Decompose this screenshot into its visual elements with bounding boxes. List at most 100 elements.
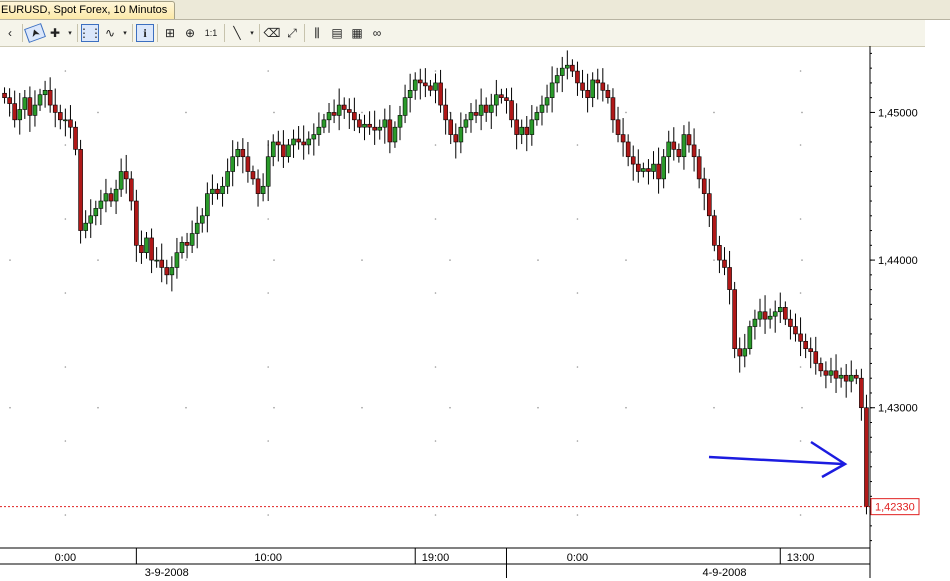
x-time-label: 13:00: [787, 552, 815, 564]
candle-body: [250, 171, 256, 180]
candle-body: [478, 104, 484, 116]
candle-body: [630, 156, 636, 165]
x-date-label: 3-9-2008: [145, 567, 189, 578]
candle-body: [68, 119, 73, 128]
price-chart: 1,45000 1,44000 1,43000 1,42330 0:00 10:00 19:…: [0, 46, 920, 579]
line-tool-icon[interactable]: ╲: [233, 26, 241, 40]
indicator-icon[interactable]: ∿: [104, 26, 116, 40]
candle-body: [559, 67, 565, 76]
grid-dot: [625, 259, 627, 261]
candle-body: [570, 64, 575, 72]
candle-body: [412, 79, 418, 91]
properties-icon[interactable]: ▤: [331, 26, 343, 40]
templates-icon[interactable]: ▦: [351, 26, 363, 40]
y-tick-label: 1,44000: [878, 255, 918, 267]
candle-body: [443, 104, 448, 121]
candle-body: [433, 82, 438, 91]
candle-body: [854, 374, 859, 379]
grid-dot: [267, 514, 269, 516]
candle-body: [615, 119, 621, 135]
candle-body: [230, 156, 235, 172]
grid-dot: [434, 292, 437, 294]
candle-body: [98, 200, 104, 209]
zoom-box-icon[interactable]: ⊞: [164, 26, 176, 40]
dropdown-arrow-icon[interactable]: ▾: [68, 30, 72, 37]
grid-dot: [267, 70, 269, 72]
zoom-icon[interactable]: ⊕: [184, 26, 196, 40]
candle-body: [428, 85, 433, 91]
candle-body: [793, 326, 798, 335]
candle-body: [402, 97, 408, 116]
candle-body: [595, 79, 601, 84]
grid-dot: [799, 366, 802, 368]
candle-body: [828, 370, 834, 376]
candle-body: [671, 141, 677, 150]
candle-body: [347, 109, 352, 113]
grid-dot: [799, 144, 802, 146]
y-tick-label: 1,45000: [878, 107, 918, 119]
candle-body: [194, 222, 200, 234]
chart-tab[interactable]: EURUSD, Spot Forex, 10 Minutos: [0, 1, 176, 19]
dropdown-arrow-icon[interactable]: ▾: [123, 30, 127, 37]
candle-body: [666, 141, 672, 158]
grid-dot: [361, 259, 363, 261]
candles-icon[interactable]: ⫼: [314, 25, 320, 40]
grid-dot: [97, 111, 99, 114]
candle-body: [767, 315, 773, 320]
autoscale-icon[interactable]: ⤢: [287, 25, 297, 40]
grid-dot: [267, 218, 269, 220]
grid-dot: [64, 440, 67, 442]
candle-body: [651, 163, 656, 172]
crosshair-icon[interactable]: ✚: [49, 26, 61, 40]
grid-dot: [576, 292, 579, 294]
candle-body: [777, 307, 783, 313]
candle-body: [291, 138, 296, 146]
one-to-one-icon[interactable]: 1:1: [204, 28, 218, 38]
candle-body: [681, 134, 687, 158]
grid-dot: [273, 406, 275, 409]
candle-body: [488, 104, 494, 113]
candle-body: [321, 119, 327, 128]
candle-body: [625, 141, 631, 158]
candle-body: [610, 97, 616, 121]
candle-body: [818, 363, 824, 372]
grid-dot: [9, 406, 11, 409]
link-icon[interactable]: ∞: [372, 26, 382, 40]
toolbar-separator: [157, 24, 158, 42]
info-icon[interactable]: i: [136, 24, 154, 42]
candle-body: [367, 123, 372, 128]
dropdown-arrow-icon[interactable]: ▾: [250, 30, 254, 37]
candle-body: [407, 89, 413, 98]
candle-body: [93, 208, 99, 217]
candle-body: [732, 289, 737, 349]
grid-dot: [537, 406, 539, 409]
grid-dot: [576, 514, 579, 516]
left-chevron-icon[interactable]: ‹: [8, 26, 12, 40]
grid-dot: [576, 440, 579, 442]
candle-body: [139, 245, 144, 254]
grid-icon[interactable]: ⋮⋮: [78, 24, 102, 42]
grid-dot: [64, 292, 67, 294]
candle-body: [529, 119, 535, 135]
grid-dot: [713, 111, 715, 114]
grid-dot: [64, 366, 67, 368]
grid-dot: [799, 70, 802, 72]
eraser-icon[interactable]: ⌫: [263, 26, 281, 40]
candle-body: [580, 82, 585, 91]
candle-body: [473, 112, 479, 116]
x-time-label: 0:00: [567, 552, 588, 564]
candle-body: [164, 267, 170, 276]
candle-body: [717, 245, 722, 261]
grid-dot: [449, 259, 451, 261]
candle-body: [270, 141, 276, 158]
chart-area[interactable]: 1,45000 1,44000 1,43000 1,42330 0:00 10:00 19:…: [0, 46, 950, 579]
candle-body: [509, 100, 514, 121]
candle-body: [128, 178, 134, 202]
candle-body: [752, 318, 758, 327]
candle-body: [747, 326, 753, 349]
grid-dot: [185, 259, 187, 261]
candle-body: [392, 126, 398, 143]
candle-body: [189, 233, 195, 246]
cursor-icon[interactable]: ➤: [24, 23, 46, 43]
candle-body: [438, 82, 443, 106]
